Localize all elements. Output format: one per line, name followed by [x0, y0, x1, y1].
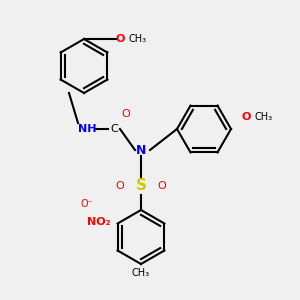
Text: O⁻: O⁻ — [81, 199, 93, 209]
Text: O: O — [158, 181, 166, 191]
Text: NO₂: NO₂ — [87, 217, 111, 227]
Text: N: N — [136, 143, 146, 157]
Text: S: S — [136, 178, 146, 194]
Text: O: O — [122, 109, 130, 119]
Text: CH₃: CH₃ — [255, 112, 273, 122]
Text: O: O — [241, 112, 251, 122]
Text: NH: NH — [78, 124, 96, 134]
Text: CH₃: CH₃ — [129, 34, 147, 44]
Text: O: O — [116, 181, 124, 191]
Text: C: C — [110, 124, 118, 134]
Text: CH₃: CH₃ — [132, 268, 150, 278]
Text: O: O — [115, 34, 125, 44]
